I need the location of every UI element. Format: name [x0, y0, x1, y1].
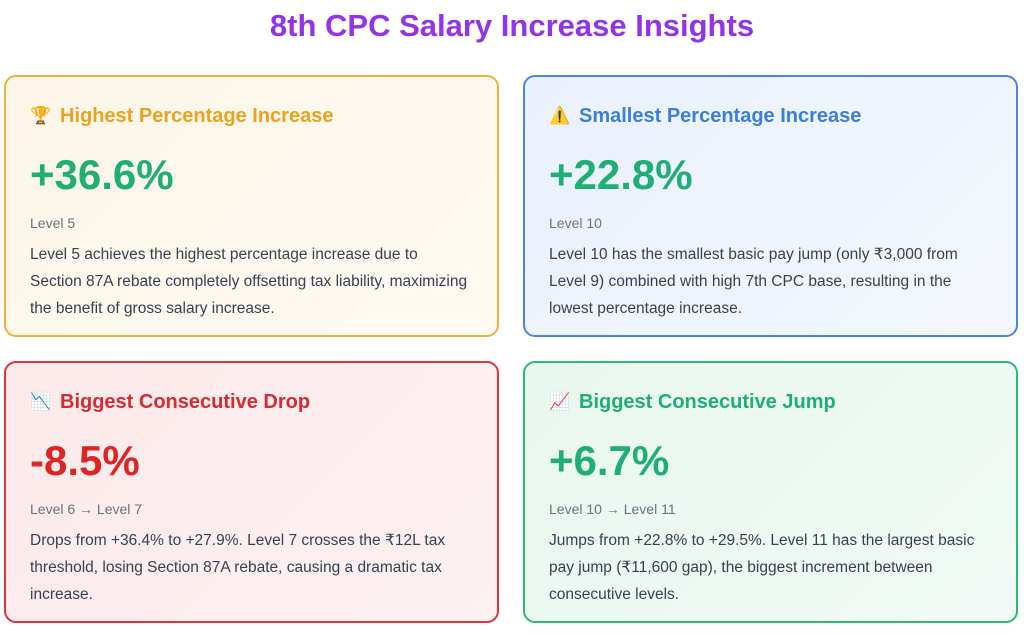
card-value: +36.6% — [30, 151, 174, 198]
card-description: Jumps from +22.8% to +29.5%. Level 11 ha… — [549, 532, 975, 603]
page-title: 8th CPC Salary Increase Insights — [269, 8, 755, 43]
card-biggest-jump: 📈 Biggest Consecutive Jump +6.7% Level 10… — [523, 361, 1018, 623]
card-highest-increase: 🏆 Highest Percentage Increase +36.6% Leve… — [4, 75, 499, 337]
card-value: -8.5% — [30, 437, 140, 484]
card-smallest-increase: ⚠️ Smallest Percentage Increase +22.8% Le… — [523, 75, 1018, 337]
card-title: Biggest Consecutive Drop — [60, 390, 311, 413]
chart-decreasing-icon: 📉 — [30, 392, 52, 411]
trophy-icon: 🏆 — [30, 106, 52, 125]
card-title: Highest Percentage Increase — [60, 104, 334, 127]
card-description: Level 5 achieves the highest percentage … — [30, 246, 468, 317]
card-level: Level 10 — [549, 215, 602, 231]
card-level: Level 6 → Level 7 — [30, 501, 143, 517]
card-title-row: 📈 Biggest Consecutive Jump — [549, 389, 992, 415]
card-title: Smallest Percentage Increase — [579, 104, 862, 127]
card-title: Biggest Consecutive Jump — [579, 390, 836, 413]
chart-increasing-icon: 📈 — [549, 392, 571, 411]
card-title-row: 📉 Biggest Consecutive Drop — [30, 389, 473, 415]
card-value: +22.8% — [549, 151, 693, 198]
card-description: Level 10 has the smallest basic pay jump… — [549, 246, 958, 317]
card-biggest-drop: 📉 Biggest Consecutive Drop -8.5% Level 6 … — [4, 361, 499, 623]
card-title-row: ⚠️ Smallest Percentage Increase — [549, 103, 992, 129]
card-value: +6.7% — [549, 437, 670, 484]
card-level: Level 5 — [30, 215, 76, 231]
warning-icon: ⚠️ — [549, 106, 571, 125]
card-title-row: 🏆 Highest Percentage Increase — [30, 103, 473, 129]
card-description: Drops from +36.4% to +27.9%. Level 7 cro… — [30, 532, 446, 603]
card-level: Level 10 → Level 11 — [549, 501, 676, 517]
